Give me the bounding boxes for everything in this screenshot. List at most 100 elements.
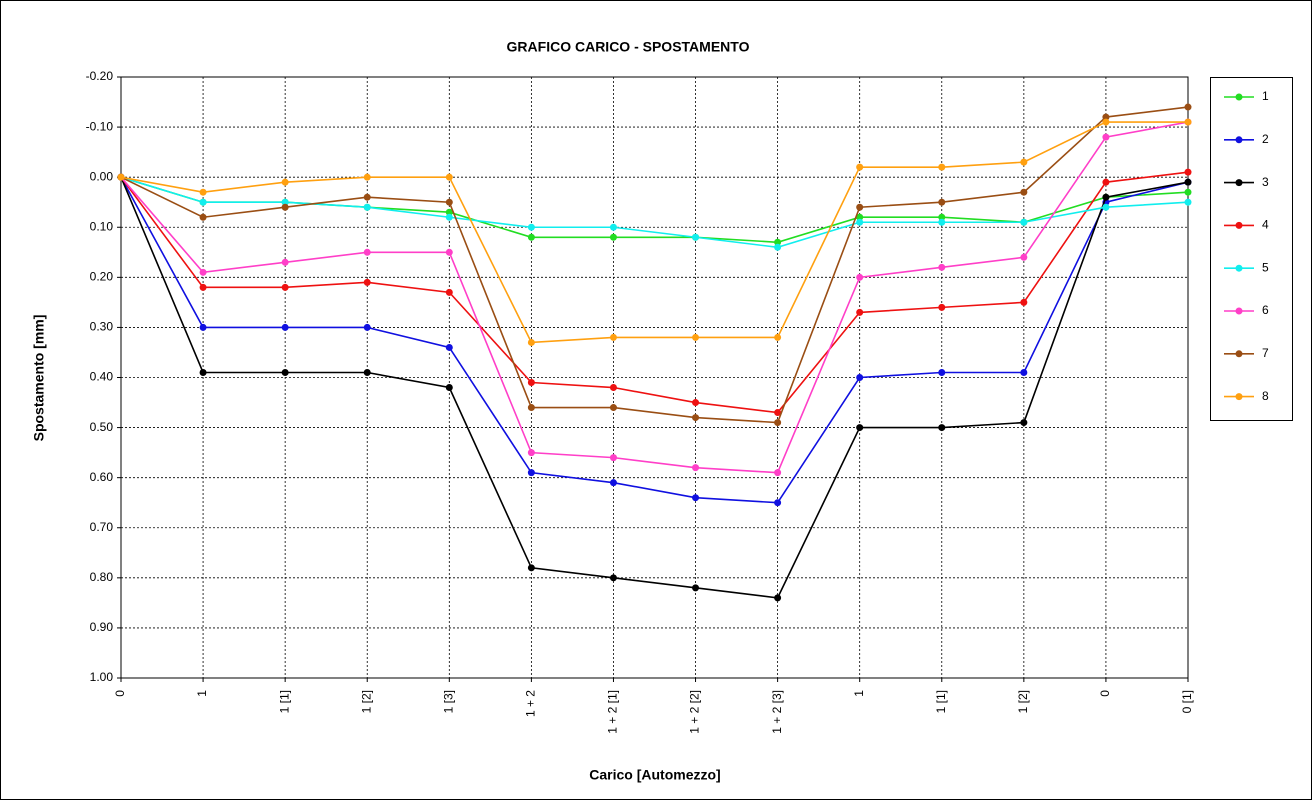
point (609, 454, 617, 462)
series-line (120, 121, 1188, 344)
point (527, 223, 535, 231)
legend-label: 6 (1262, 303, 1269, 317)
point (1184, 168, 1192, 176)
point (445, 208, 453, 216)
legend-label: 1 (1262, 89, 1269, 103)
point (527, 449, 535, 457)
point (774, 333, 782, 341)
point (281, 368, 289, 376)
point (856, 424, 864, 432)
point (938, 424, 946, 432)
point (1020, 218, 1028, 226)
point (609, 479, 617, 487)
point (1184, 198, 1192, 206)
point (445, 213, 453, 221)
x-tick-label: 1 + 2 [1] (606, 690, 620, 734)
point (199, 323, 207, 331)
point (199, 188, 207, 196)
y-tick-label: 1.00 (90, 670, 114, 684)
chart-title: GRAFICO CARICO - SPOSTAMENTO (507, 39, 750, 55)
y-tick-label: 0.40 (90, 370, 114, 384)
point (774, 419, 782, 427)
legend-marker (1235, 221, 1243, 229)
point (692, 494, 700, 502)
point (1184, 188, 1192, 196)
point (938, 368, 946, 376)
point (363, 368, 371, 376)
point (774, 409, 782, 417)
point (692, 464, 700, 472)
y-tick-label: 0.00 (90, 169, 114, 183)
point (1102, 193, 1110, 201)
point (609, 333, 617, 341)
y-tick-label: -0.10 (86, 119, 114, 133)
legend-label: 8 (1262, 389, 1269, 403)
legend-box (1210, 77, 1293, 421)
x-tick-label: 1 [2] (1016, 690, 1030, 713)
point (199, 268, 207, 276)
point (281, 258, 289, 266)
point (527, 379, 535, 387)
y-tick-label: 0.60 (90, 470, 114, 484)
legend-marker (1235, 264, 1243, 272)
point (527, 469, 535, 477)
point (856, 308, 864, 316)
legend-label: 2 (1262, 132, 1269, 146)
point (856, 273, 864, 281)
point (938, 263, 946, 271)
legend-marker (1235, 93, 1243, 101)
legend-label: 7 (1262, 346, 1269, 360)
point (1020, 419, 1028, 427)
point (1184, 118, 1192, 126)
point (445, 343, 453, 351)
point (363, 323, 371, 331)
point (856, 213, 864, 221)
point (281, 178, 289, 186)
point (199, 283, 207, 291)
x-tick-label: 1 [3] (441, 690, 455, 713)
point (1184, 178, 1192, 186)
x-tick-label: 1 [1] (934, 690, 948, 713)
point (445, 173, 453, 181)
point (1020, 188, 1028, 196)
point (609, 404, 617, 412)
point (1102, 113, 1110, 121)
point (1020, 298, 1028, 306)
point (1102, 133, 1110, 141)
plot-area (120, 76, 1189, 679)
point (774, 243, 782, 251)
point (938, 198, 946, 206)
y-tick-label: 0.20 (90, 270, 114, 284)
point (856, 374, 864, 381)
point (1020, 158, 1028, 166)
legend-marker (1235, 179, 1243, 187)
point (527, 564, 535, 572)
x-tick-label: 1 [1] (277, 690, 291, 713)
point (281, 323, 289, 331)
point (692, 333, 700, 341)
legend-marker (1235, 307, 1243, 315)
legend-label: 3 (1262, 175, 1269, 189)
point (692, 233, 700, 241)
point (856, 218, 864, 226)
series-line (120, 171, 1189, 414)
point (363, 278, 371, 286)
point (445, 248, 453, 256)
point (609, 223, 617, 231)
legend-marker (1235, 393, 1243, 401)
point (445, 288, 453, 296)
point (199, 198, 207, 206)
point (527, 338, 535, 346)
point (199, 213, 207, 221)
point (281, 283, 289, 291)
point (1102, 118, 1110, 126)
point (774, 469, 782, 477)
point (445, 384, 453, 392)
legend-marker (1235, 350, 1243, 358)
point (774, 238, 782, 246)
point (363, 248, 371, 256)
y-tick-label: 0.30 (90, 320, 114, 334)
point (1102, 203, 1110, 211)
point (199, 368, 207, 376)
